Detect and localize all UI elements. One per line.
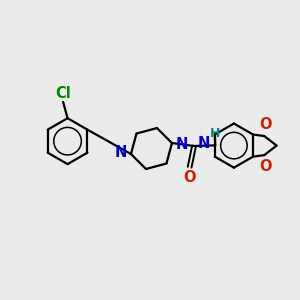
Text: N: N [115, 145, 127, 160]
Text: O: O [260, 118, 272, 133]
Text: H: H [209, 127, 220, 140]
Text: Cl: Cl [55, 85, 71, 100]
Text: N: N [176, 137, 188, 152]
Text: O: O [260, 159, 272, 174]
Text: N: N [198, 136, 210, 152]
Text: O: O [183, 170, 196, 185]
